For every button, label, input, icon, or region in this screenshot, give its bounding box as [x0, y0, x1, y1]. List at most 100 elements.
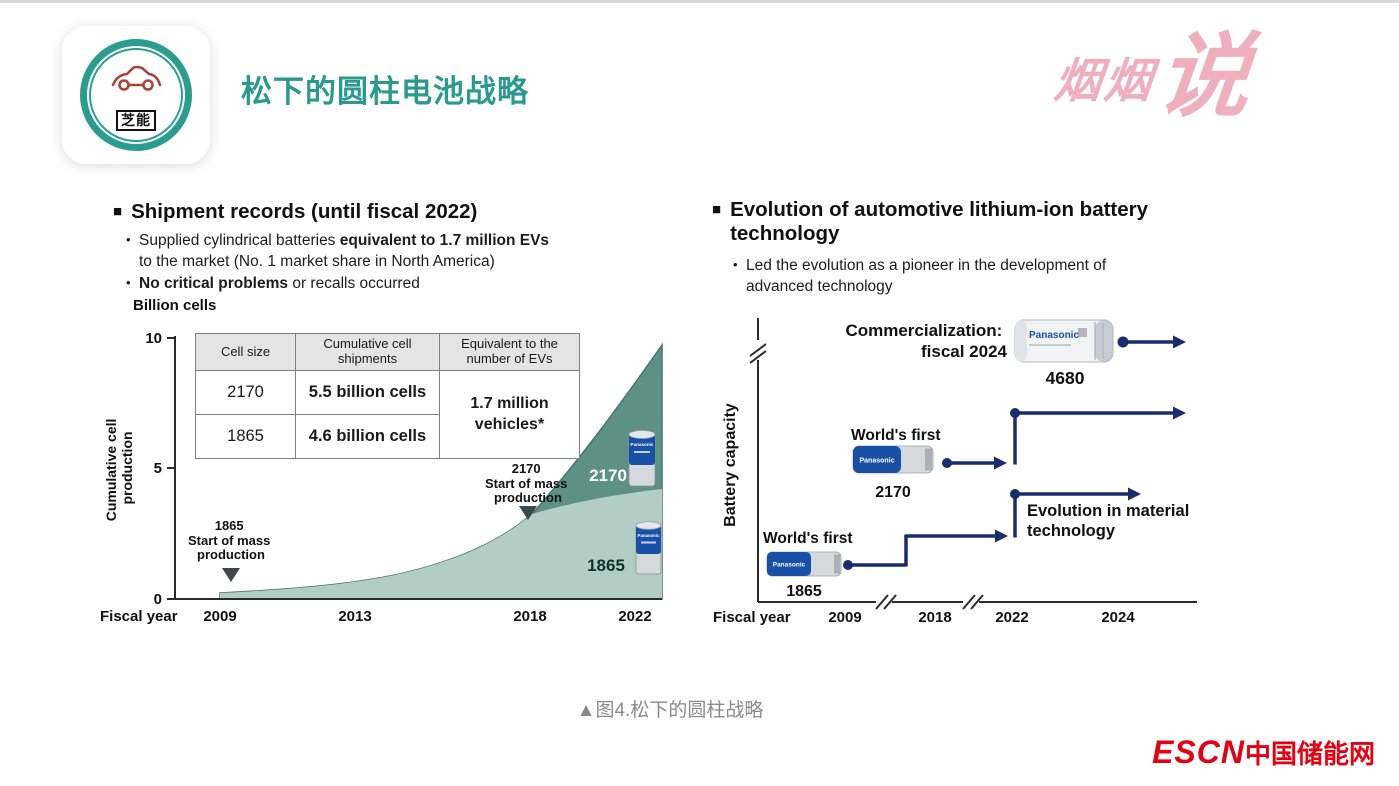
area-label-1865: 1865	[587, 556, 625, 575]
watermark-big-text: 说	[1152, 26, 1256, 128]
arrow-right-icon	[994, 456, 1007, 470]
timeline-2170-path	[947, 411, 1174, 465]
axes	[167, 336, 662, 600]
square-bullet-icon: ■	[113, 203, 123, 220]
table-header-row: Cell size Cumulative cell shipments Equi…	[195, 333, 580, 371]
x-tick-2009: 2009	[828, 609, 861, 626]
equivalent-line1: 1.7 million	[470, 394, 549, 412]
left-bullet-2: • No critical problems or recalls occurr…	[126, 274, 420, 295]
svg-text:Panasonic: Panasonic	[773, 562, 806, 569]
logo-ring-inner	[89, 48, 183, 142]
right-bullet1-line1: Led the evolution as a pioneer in the de…	[746, 257, 1107, 274]
annotation-1865-start: 1865 Start of mass production	[188, 518, 274, 562]
battery-1865-image: Panasonic	[635, 521, 662, 575]
commercialization-label: Commercialization: fiscal 2024	[845, 321, 1007, 361]
y-unit-label: Billion cells	[133, 297, 217, 314]
equivalent-line2: vehicles*	[474, 415, 545, 433]
table-row: 1865 4.6 billion cells	[195, 414, 580, 459]
timeline-1865-path	[848, 492, 1129, 567]
left-heading-text: Shipment records (until fiscal 2022)	[131, 200, 478, 223]
left-section-heading: ■ Shipment records (until fiscal 2022)	[113, 200, 477, 224]
bullet-dot-icon: •	[126, 232, 131, 247]
x-tick-2022: 2022	[618, 608, 651, 625]
figure-caption: ▲图4.松下的圆柱战略	[576, 700, 764, 721]
x-tick-2018: 2018	[918, 609, 951, 626]
right-section-heading: ■ Evolution of automotive lithium-ion ba…	[712, 198, 1148, 246]
worlds-first-2170-label: World's first	[851, 427, 941, 444]
x-tick-2009: 2009	[203, 608, 236, 625]
left-bullet1-line2: to the market (No. 1 market share in Nor…	[139, 252, 495, 270]
table-cell-size-1865: 1865	[195, 414, 296, 459]
area-1865	[220, 489, 662, 599]
yanyanshuo-watermark: 烟烟 说	[986, 26, 1256, 128]
table-cell-equivalent: 1.7 million vehicles*	[439, 370, 580, 459]
timeline-dot-4680	[1117, 336, 1129, 348]
left-bullet1-line1-bold: equivalent to 1.7 million EVs	[339, 232, 550, 249]
zhineng-logo: 芝能	[62, 26, 210, 164]
evolution-material-label: Evolution in material technology	[1027, 502, 1194, 540]
battery-4680-image: Panasonic	[1014, 319, 1114, 363]
arrow-right-icon	[1173, 406, 1186, 420]
logo-ring: 芝能	[80, 39, 192, 151]
logo-label: 芝能	[116, 109, 156, 131]
timeline-dot-material-evolution	[1010, 489, 1020, 499]
square-bullet-icon: ■	[712, 201, 722, 218]
left-bullet2-rest: or recalls occurred	[288, 275, 420, 292]
x-axis-break-icon	[875, 594, 897, 610]
battery-2170-image: Panasonic	[852, 445, 934, 474]
left-bullet2-bold: No critical problems	[139, 275, 289, 292]
bullet-dot-icon: •	[126, 275, 131, 290]
arrow-right-icon	[1128, 487, 1141, 501]
table-header-shipments: Cumulative cell shipments	[295, 333, 440, 371]
label-1865: 1865	[786, 583, 822, 600]
worlds-first-1865-label: World's first	[763, 530, 853, 547]
escn-logo: ESCN 中国储能网	[1152, 734, 1375, 771]
x-tick-2018: 2018	[513, 608, 546, 625]
escn-text: ESCN	[1152, 734, 1245, 770]
x-axis-break-icon	[962, 594, 984, 610]
svg-text:Panasonic: Panasonic	[631, 442, 654, 447]
shipment-area-chart: 10 5 0 Cumulative cell production Fiscal…	[100, 330, 663, 625]
arrow-right-icon	[1173, 335, 1186, 349]
timeline-dot-1865	[843, 560, 853, 570]
battery-1865-image: Panasonic	[766, 551, 842, 577]
svg-text:Panasonic: Panasonic	[859, 458, 894, 465]
car-icon	[111, 65, 162, 91]
table-cell-shipments-2170: 5.5 billion cells	[295, 370, 440, 415]
svg-text:Panasonic: Panasonic	[1029, 330, 1079, 341]
x-tick-2024: 2024	[1101, 609, 1135, 626]
top-divider	[0, 0, 1399, 3]
label-4680: 4680	[1046, 368, 1085, 388]
table-cell-size-2170: 2170	[195, 370, 296, 415]
right-bullet1-line2: advanced technology	[746, 277, 893, 295]
escn-site-name: 中国储能网	[1244, 739, 1375, 769]
svg-text:Panasonic: Panasonic	[638, 533, 661, 538]
y-tick-0: 0	[154, 591, 162, 608]
y-tick-10: 10	[145, 330, 162, 347]
y-axis-break-icon	[749, 340, 767, 364]
left-bullet1-line1-pre: Supplied cylindrical batteries	[139, 232, 340, 249]
marker-triangle-2170-icon	[519, 506, 537, 520]
bullet-dot-icon: •	[733, 257, 738, 272]
evolution-timeline-chart: Battery capacity Fiscal year 2009 2018 2…	[713, 318, 1197, 626]
label-2170: 2170	[875, 484, 911, 501]
y-tick-5: 5	[154, 460, 162, 477]
x-axis-label: Fiscal year	[100, 608, 178, 625]
area-label-2170: 2170	[589, 466, 627, 485]
annotation-2170-start: 2170 Start of mass production	[485, 461, 571, 505]
arrow-right-icon	[995, 529, 1008, 543]
table-header-equivalent: Equivalent to the number of EVs	[439, 333, 580, 371]
y-axis-label: Battery capacity	[722, 403, 739, 527]
right-heading-text: Evolution of automotive lithium-ion batt…	[730, 198, 1149, 246]
shipment-table: Cell size Cumulative cell shipments Equi…	[195, 333, 580, 459]
x-tick-2013: 2013	[338, 608, 371, 625]
x-tick-2022: 2022	[995, 609, 1028, 626]
table-header-cell-size: Cell size	[195, 333, 296, 371]
left-bullet-1: • Supplied cylindrical batteries equival…	[126, 231, 549, 273]
marker-triangle-1865-icon	[222, 568, 240, 582]
right-bullet-1: • Led the evolution as a pioneer in the …	[733, 256, 1106, 298]
table-cell-shipments-1865: 4.6 billion cells	[295, 414, 440, 459]
watermark-small-text: 烟烟	[1051, 54, 1158, 108]
page-title: 松下的圆柱电池战略	[241, 74, 529, 109]
